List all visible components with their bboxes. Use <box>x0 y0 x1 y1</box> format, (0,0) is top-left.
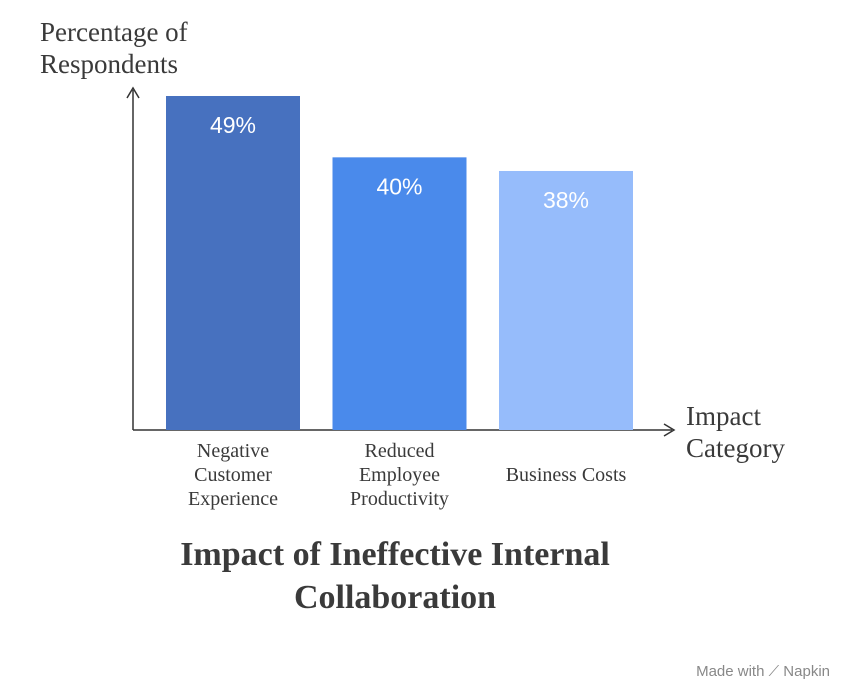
value-label: 38% <box>543 187 589 213</box>
watermark: Made with ⟋ Napkin <box>696 663 830 680</box>
value-label: 40% <box>376 173 422 199</box>
x-tick-label: Reduced Employee Productivity <box>350 439 449 510</box>
bar <box>332 157 467 431</box>
watermark-brand: Napkin <box>783 663 830 680</box>
bar <box>499 170 633 430</box>
y-axis-arrow <box>126 86 140 99</box>
x-axis-label: Impact Category <box>686 401 785 464</box>
x-tick-label: Business Costs <box>505 463 627 486</box>
chart-title: Impact of Ineffective Internal Collabora… <box>180 536 610 616</box>
watermark-prefix: Made with <box>696 663 765 680</box>
value-label: 49% <box>210 112 256 138</box>
bar <box>166 96 300 430</box>
x-axis-arrow <box>663 423 676 437</box>
y-axis-label: Percentage of Respondents <box>40 17 188 80</box>
x-tick-label: Negative Customer Experience <box>188 439 278 510</box>
